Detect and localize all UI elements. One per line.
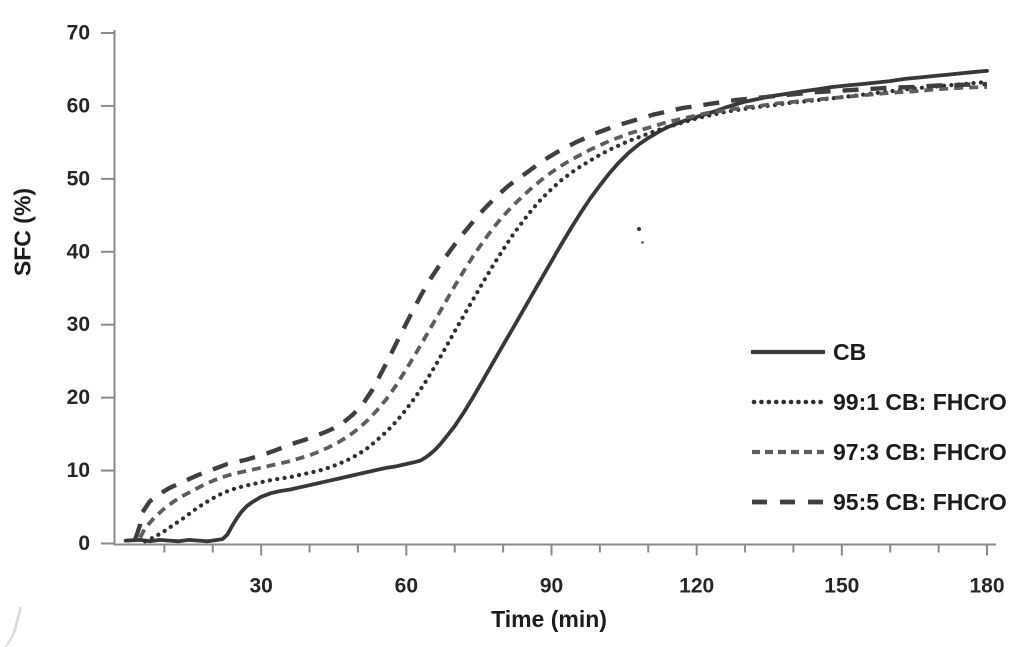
series-line-1 <box>142 79 990 544</box>
series-line-0 <box>123 69 989 544</box>
y-tick-label: 40 <box>67 240 90 263</box>
series-line-2 <box>138 85 988 539</box>
legend-line-dash-small-icon <box>752 449 824 455</box>
legend-label: 99:1 CB: FHCrO <box>833 388 1007 415</box>
y-tick-label: 30 <box>67 313 90 336</box>
legend-item-97-3: 97:3 CB: FHCrO <box>751 427 1007 477</box>
y-tick-label: 50 <box>67 167 90 190</box>
x-tick-label: 120 <box>679 575 714 598</box>
legend-line-solid-icon <box>751 349 825 355</box>
y-tick-label: 0 <box>78 532 90 555</box>
x-tick-label: 150 <box>824 575 859 598</box>
x-axis-title: Time (min) <box>491 606 607 632</box>
legend-label: CB <box>833 338 867 365</box>
series-line-3 <box>133 81 988 540</box>
x-tick-label: 90 <box>540 575 563 598</box>
y-tick-label: 20 <box>67 386 90 409</box>
legend: CB 99:1 CB: FHCrO 97:3 CB: FHCrO 95:5 CB… <box>751 327 1007 527</box>
legend-label: 97:3 CB: FHCrO <box>833 438 1007 465</box>
legend-line-dash-large-icon <box>752 499 824 505</box>
print-speck-artifact <box>637 227 641 231</box>
legend-item-99-1: 99:1 CB: FHCrO <box>751 377 1007 427</box>
print-speck-artifact <box>641 241 644 244</box>
y-tick-label: 60 <box>67 94 90 117</box>
x-tick-label: 60 <box>395 575 418 598</box>
y-tick-label: 70 <box>67 22 90 45</box>
x-tick-label: 30 <box>249 575 272 598</box>
legend-label: 95:5 CB: FHCrO <box>833 488 1007 515</box>
legend-item-95-5: 95:5 CB: FHCrO <box>751 477 1007 527</box>
legend-item-cb: CB <box>751 327 1007 377</box>
legend-line-dotted-icon <box>751 399 825 405</box>
y-tick-label: 10 <box>67 459 90 482</box>
y-axis-title: SFC (%) <box>9 187 36 277</box>
x-tick-label: 180 <box>969 575 1004 598</box>
